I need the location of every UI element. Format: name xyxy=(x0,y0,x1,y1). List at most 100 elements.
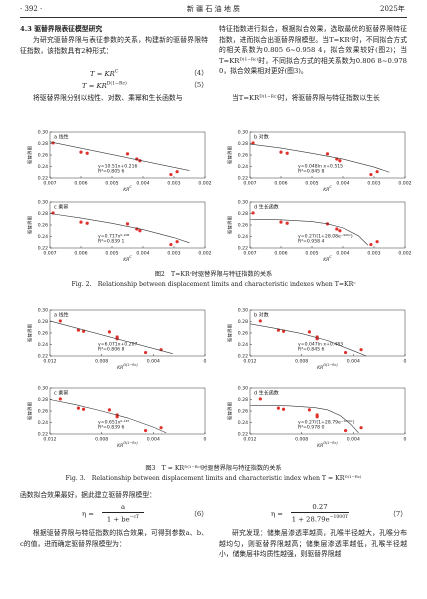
y-tick-label: 0.28 xyxy=(238,397,248,403)
data-point xyxy=(251,211,255,215)
y-tick-label: 0.26 xyxy=(238,409,248,415)
data-point xyxy=(279,150,283,154)
y-tick-label: 0.26 xyxy=(38,331,48,337)
y-axis-label: 驱替界限 xyxy=(227,145,234,164)
y-tick-label: 0.30 xyxy=(238,308,248,314)
plot-frame xyxy=(249,201,406,249)
data-point xyxy=(85,221,89,225)
y-tick-label: 0.30 xyxy=(238,386,248,392)
eq-number: （6） xyxy=(190,510,208,518)
fit-r2: R²=0.805 6 xyxy=(98,169,124,175)
x-tick-label: 0.008 xyxy=(95,437,108,443)
data-point xyxy=(258,397,262,401)
data-point xyxy=(138,159,142,163)
x-tick-label: 0.006 xyxy=(274,181,287,187)
fit-equation: y=0.048ln x+0.515 xyxy=(298,164,343,170)
x-axis-label-main: KR xyxy=(117,443,123,449)
x-axis-label-sup: C xyxy=(329,255,332,259)
x-tick-label: 0.004 xyxy=(336,181,349,187)
eq-text: η = xyxy=(271,510,283,518)
x-tick-label: 0.005 xyxy=(305,181,318,187)
data-point xyxy=(107,408,112,412)
y-tick-label: 0.30 xyxy=(38,130,48,136)
x-axis-label: KRC xyxy=(123,255,132,263)
x-axis-label-sup: C xyxy=(129,185,132,189)
x-tick-label: 0.007 xyxy=(43,251,56,257)
paragraph: 当T=KRᴰ⁽¹⁻ᴿᶜ⁾时，将驱替界限与特征指数以生长 xyxy=(232,94,380,102)
x-axis-label-main: KR xyxy=(123,187,129,193)
x-tick-label: 0 xyxy=(404,359,407,365)
fit-equation: y=10.51x+0.216 xyxy=(98,164,138,170)
eq-denominator: 1 + be xyxy=(106,515,130,524)
y-tick-label: 0.22 xyxy=(238,432,248,438)
data-point xyxy=(281,329,286,333)
y-tick-label: 0.22 xyxy=(38,354,48,360)
paragraph: 根据驱替界限与特征指数的拟合效果，可得到参数a、b、c的值，进而确定驱替界限模型… xyxy=(20,529,208,548)
data-point xyxy=(307,408,312,412)
fit-r2: R²=0.978 0 xyxy=(298,425,324,431)
x-axis-label-sup: D(1−Rc) xyxy=(323,363,337,367)
data-point xyxy=(135,227,139,231)
x-axis-label-main: KR xyxy=(323,187,329,193)
eq-text: T = KR xyxy=(90,70,115,79)
y-axis-label: 驱替界限 xyxy=(27,145,34,164)
data-point xyxy=(175,240,179,244)
data-point xyxy=(51,211,55,215)
y-axis-label: 驱替界限 xyxy=(227,215,234,234)
y-tick-label: 0.26 xyxy=(238,153,248,159)
y-tick-label: 0.22 xyxy=(238,354,248,360)
fit-curve xyxy=(249,143,390,173)
plot-frame xyxy=(249,131,406,179)
x-axis-label-main: KR xyxy=(317,365,323,371)
paragraph: 为研究驱替界限与表征参数的关系，构建新的驱替界限特征指数，该指数具有2种形式： xyxy=(20,36,208,55)
x-tick-label: 0.007 xyxy=(43,181,56,187)
y-tick-label: 0.26 xyxy=(38,409,48,415)
data-point xyxy=(285,221,289,225)
x-tick-label: 0.012 xyxy=(43,437,56,443)
x-tick-label: 0.006 xyxy=(274,251,287,257)
header-rule xyxy=(20,17,407,18)
equation: T = KRC （4） xyxy=(20,68,208,80)
panel-label: d 生长函数 xyxy=(254,390,279,397)
x-axis-label-main: KR xyxy=(317,443,323,449)
eq-text: T = KR xyxy=(82,82,107,91)
eq-text: η = xyxy=(82,510,94,518)
eq-denominator: 1 + 28.79e xyxy=(291,515,330,524)
data-point xyxy=(359,426,363,430)
x-tick-label: 0.004 xyxy=(136,251,149,257)
figure-caption: 图3 T = KRᴰ⁽¹⁻ᴿᶜ⁾时驱替界限与特征指数的关系 xyxy=(145,465,282,472)
panel-label: c 乘幂 xyxy=(54,390,68,397)
x-tick-label: 0.004 xyxy=(147,437,160,443)
data-point xyxy=(143,428,148,433)
eq-sup: C xyxy=(114,70,119,75)
paragraph: 研究发现：储集层渗透率越高，孔喉半径越大，孔喉分布越均匀，则驱替界限越高；储集层… xyxy=(219,529,407,559)
data-point xyxy=(335,227,339,231)
y-tick-label: 0.24 xyxy=(38,342,48,348)
data-point xyxy=(51,141,55,145)
x-axis-label: KRC xyxy=(323,255,332,263)
plot-frame xyxy=(49,387,206,435)
x-tick-label: 0.008 xyxy=(295,437,308,443)
x-axis-label: KRD(1−Rc) xyxy=(317,441,338,449)
data-point xyxy=(258,319,262,323)
fit-equation: y=0.651x⁰·¹⁸⁷ xyxy=(98,420,129,426)
journal-name: 新 疆 石 油 地 质 xyxy=(186,5,241,13)
equation: η = a 1 + be−cT （6） xyxy=(20,502,208,526)
x-axis-label-main: KR xyxy=(123,257,129,263)
x-tick-label: 0 xyxy=(204,437,207,443)
data-point xyxy=(115,413,119,417)
eq-sup: −1000T xyxy=(329,515,349,520)
data-point xyxy=(115,335,119,339)
y-axis-label: 驱替界限 xyxy=(227,401,234,420)
data-point xyxy=(115,337,119,341)
data-point xyxy=(359,348,363,352)
x-axis-label-sup: C xyxy=(129,255,132,259)
data-point xyxy=(375,240,379,244)
y-tick-label: 0.24 xyxy=(38,234,48,240)
year: 2025年 xyxy=(380,5,405,13)
data-point xyxy=(169,242,173,247)
plot-frame xyxy=(249,387,406,435)
paragraph: 将驱替界限分别以线性、对数、乘幂和生长函数与 xyxy=(33,94,183,102)
y-tick-label: 0.26 xyxy=(38,223,48,229)
data-point xyxy=(143,350,148,355)
